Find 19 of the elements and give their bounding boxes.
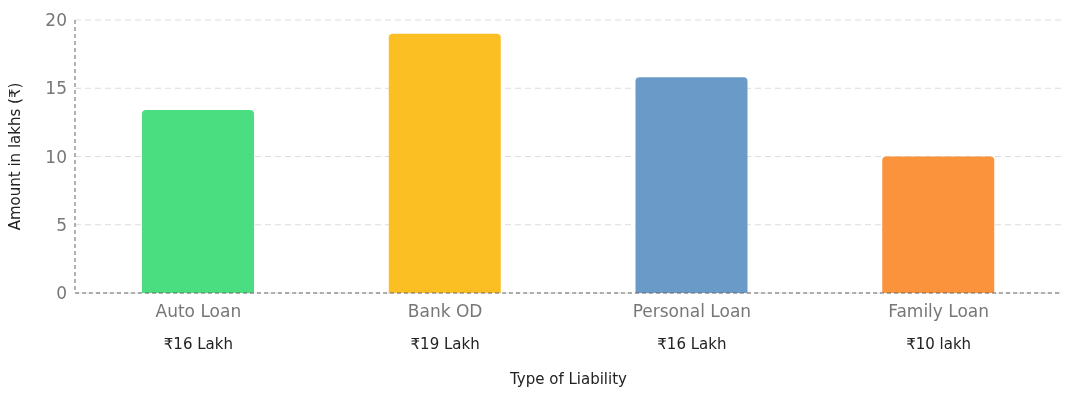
bar (388, 33, 501, 293)
bar (635, 77, 748, 293)
x-tick-label: Personal Loan (632, 301, 752, 321)
bar (142, 110, 254, 293)
text: ₹10 lakh (906, 335, 972, 353)
y-tick-label: 20 (45, 10, 67, 31)
x-axis-title: Type of Liability (509, 370, 628, 388)
y-tick-label: 0 (56, 283, 67, 304)
y-tick-label: 10 (45, 146, 67, 167)
y-tick-label: 5 (56, 214, 67, 235)
text: ₹19 Lakh (410, 335, 480, 353)
text: ₹16 Lakh (163, 335, 233, 353)
x-tick-label: Family Loan (888, 301, 990, 321)
y-tick-label: 15 (45, 78, 67, 99)
x-tick-label: Bank OD (407, 301, 483, 321)
y-axis-title: Amount in lakhs (₹) (6, 82, 25, 231)
x-tick-label: Auto Loan (155, 301, 242, 321)
bar (882, 156, 995, 293)
text: ₹16 Lakh (657, 335, 727, 353)
